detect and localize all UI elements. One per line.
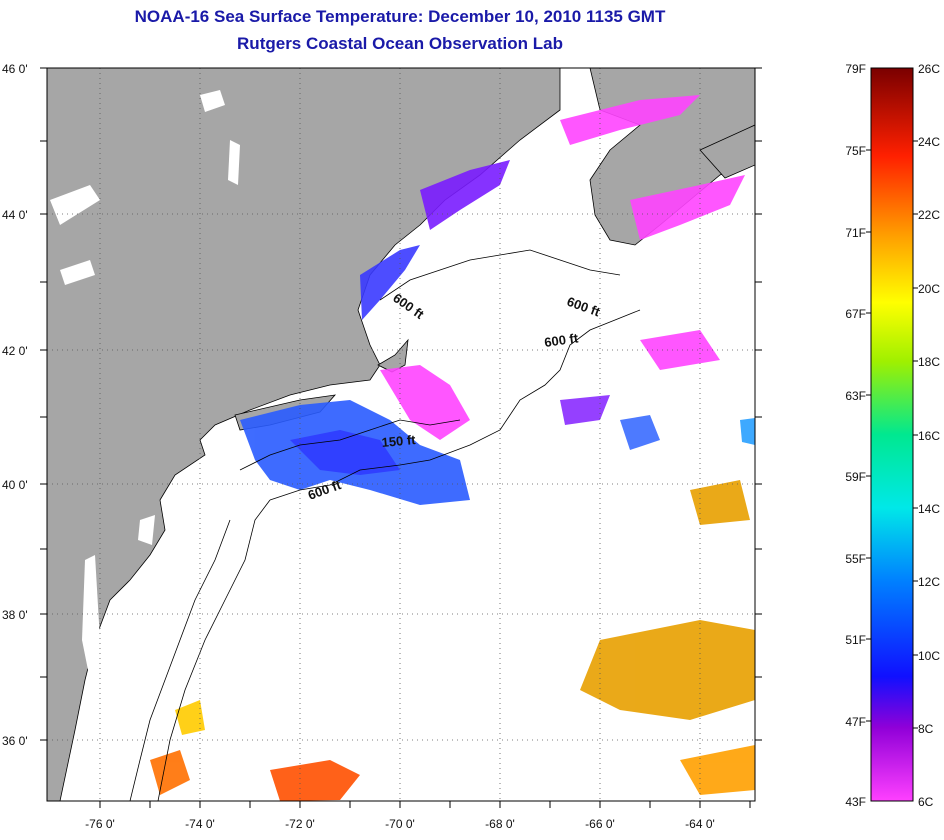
colorbar-c-label: 24C (918, 135, 940, 149)
contour-600ft (379, 249, 621, 301)
colorbar-f-label: 55F (845, 552, 866, 566)
colorbar-f-label: 59F (845, 470, 866, 484)
lake (60, 260, 95, 285)
lake (200, 90, 225, 112)
delaware-bay (138, 515, 155, 545)
contour-600ft (269, 309, 641, 501)
lat-label: 40 0' (2, 478, 28, 492)
map-ticks (40, 67, 762, 808)
colorbar-c-label: 8C (918, 722, 934, 736)
colorbar-c-label: 16C (918, 429, 940, 443)
cape-breton (699, 124, 755, 179)
colorbar-c-label: 14C (918, 502, 940, 516)
colorbar-f-label: 47F (845, 715, 866, 729)
map-title: NOAA-16 Sea Surface Temperature: Decembe… (134, 7, 666, 26)
lake (50, 185, 100, 225)
colorbar-c-label: 20C (918, 282, 940, 296)
colorbar-ticks (866, 140, 918, 729)
colorbar (870, 67, 914, 802)
colorbar-c-label: 22C (918, 208, 940, 222)
lon-label: -76 0' (85, 817, 115, 831)
shelf-edge (129, 519, 231, 801)
colorbar-f-label: 79F (845, 62, 866, 76)
lon-label: -68 0' (485, 817, 515, 831)
colorbar-f-label: 75F (845, 144, 866, 158)
contour-label: 600 ft (543, 330, 579, 350)
colorbar-c-label: 26C (918, 62, 940, 76)
map-grid (47, 68, 755, 801)
lat-label: 42 0' (2, 344, 28, 358)
lon-label: -64 0' (685, 817, 715, 831)
contour-150ft (239, 419, 461, 471)
colorbar-c-label: 6C (918, 795, 934, 809)
lon-label: -74 0' (185, 817, 215, 831)
lon-label: -66 0' (585, 817, 615, 831)
colorbar-c-label: 10C (918, 649, 940, 663)
colorbar-f-label: 67F (845, 307, 866, 321)
colorbar-c-label: 18C (918, 355, 940, 369)
lat-label: 36 0' (2, 734, 28, 748)
lat-label: 38 0' (2, 608, 28, 622)
contour-label: 150 ft (381, 432, 417, 450)
sst-patches (150, 95, 755, 801)
lat-label: 44 0' (2, 208, 28, 222)
colorbar-f-label: 43F (845, 795, 866, 809)
colorbar-c-label: 12C (918, 575, 940, 589)
lon-label: -72 0' (285, 817, 315, 831)
map-subtitle: Rutgers Coastal Ocean Observation Lab (237, 34, 563, 53)
lon-label: -70 0' (385, 817, 415, 831)
colorbar-f-label: 51F (845, 633, 866, 647)
shelf-edge (157, 499, 271, 801)
lat-label: 46 0' (2, 62, 28, 76)
colorbar-f-label: 63F (845, 389, 866, 403)
map-frame (46, 67, 756, 802)
colorbar-f-label: 71F (845, 226, 866, 240)
lake (228, 140, 240, 185)
chesapeake-bay (82, 555, 100, 680)
